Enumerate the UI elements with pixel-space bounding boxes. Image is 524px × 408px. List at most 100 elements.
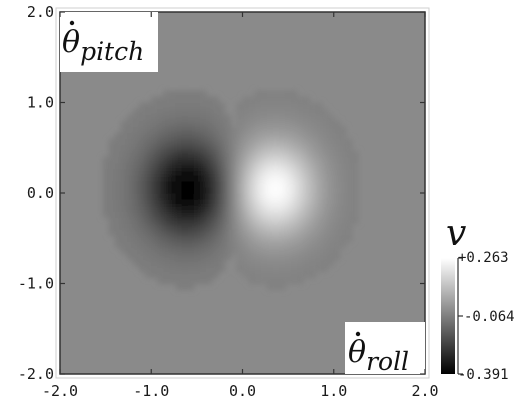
heat-cell <box>297 120 304 128</box>
heat-cell <box>175 138 183 146</box>
heat-cell <box>224 132 231 140</box>
heat-cell <box>206 180 213 188</box>
heat-cell <box>279 193 286 200</box>
heat-cell <box>236 126 244 134</box>
heat-cell <box>266 90 274 98</box>
heat-cell <box>254 126 262 134</box>
heat-cell <box>169 265 177 273</box>
heat-cell <box>279 156 286 164</box>
heat-cell <box>212 199 219 206</box>
heat-cell <box>199 193 207 200</box>
heat-cell <box>242 120 250 128</box>
heat-cell <box>181 217 189 224</box>
heat-cell <box>279 186 286 194</box>
heat-cell <box>242 265 250 273</box>
heat-cell <box>248 223 256 230</box>
heat-cell <box>163 229 171 236</box>
heat-cell <box>321 205 329 212</box>
heat-cell <box>206 168 213 176</box>
heat-cell <box>279 217 286 224</box>
heat-cell <box>260 132 268 140</box>
heat-cell <box>309 186 317 194</box>
heat-cell <box>163 156 171 164</box>
heat-cell <box>139 211 146 218</box>
heat-cell <box>272 253 280 260</box>
heat-cell <box>199 247 207 254</box>
heat-cell <box>291 235 298 242</box>
heat-cell <box>230 168 238 176</box>
heat-cell <box>303 193 311 200</box>
heat-cell <box>291 253 298 260</box>
heat-cell <box>120 138 128 146</box>
heat-cell <box>254 168 262 176</box>
heat-cell <box>224 150 231 158</box>
heat-cell <box>218 193 225 200</box>
heat-cell <box>236 156 244 164</box>
heat-cell <box>145 168 152 176</box>
heat-cell <box>224 174 231 182</box>
heat-cell <box>187 174 195 182</box>
heat-cell <box>266 223 274 230</box>
heat-cell <box>212 223 219 230</box>
heat-cell <box>199 96 207 104</box>
heat-cell <box>236 253 244 260</box>
heat-cell <box>193 168 201 176</box>
heat-cell <box>339 229 347 236</box>
heat-cell <box>254 235 262 242</box>
heat-cell <box>260 211 268 218</box>
heat-cell <box>212 126 219 134</box>
heat-cell <box>254 229 262 236</box>
heat-cell <box>151 168 158 176</box>
heat-cell <box>163 235 171 242</box>
heat-cell <box>315 259 323 266</box>
heat-cell <box>187 211 195 218</box>
heat-cell <box>199 223 207 230</box>
heat-cell <box>230 193 238 200</box>
heat-cell <box>297 108 304 116</box>
heat-cell <box>163 150 171 158</box>
heat-cell <box>169 241 177 248</box>
heat-cell <box>102 174 110 182</box>
heat-cell <box>254 108 262 116</box>
heat-cell <box>333 235 341 242</box>
heat-cell <box>236 102 244 110</box>
heat-cell <box>279 211 286 218</box>
heat-cell <box>133 223 140 230</box>
heat-cell <box>139 229 146 236</box>
heat-cell <box>266 199 274 206</box>
heat-cell <box>126 126 134 134</box>
heat-cell <box>175 259 183 266</box>
heat-cell <box>157 162 165 170</box>
heat-cell <box>297 114 304 122</box>
heat-cell <box>315 253 323 260</box>
heat-cell <box>157 271 165 279</box>
heat-cell <box>339 174 347 182</box>
heat-cell <box>218 253 225 260</box>
heat-cell <box>139 126 146 134</box>
heat-cell <box>139 223 146 230</box>
xlabel-sub: roll <box>366 347 409 376</box>
heat-cell <box>236 241 244 248</box>
heat-cell <box>199 277 207 285</box>
heat-cell <box>236 223 244 230</box>
heat-cell <box>291 150 298 158</box>
heat-cell <box>315 174 323 182</box>
heat-cell <box>266 96 274 104</box>
heat-cell <box>248 180 256 188</box>
heat-cell <box>327 223 335 230</box>
heat-cell <box>254 265 262 273</box>
heat-cell <box>206 253 213 260</box>
heat-cell <box>291 241 298 248</box>
heat-cell <box>315 229 323 236</box>
heat-cell <box>206 271 213 279</box>
heat-cell <box>315 150 323 158</box>
heat-cell <box>266 277 274 285</box>
heat-cell <box>114 223 122 230</box>
heat-cell <box>126 223 134 230</box>
heat-cell <box>327 126 335 134</box>
colorbar-tick-label-min: -0.391 <box>458 367 509 383</box>
heat-cell <box>321 144 329 152</box>
heat-cell <box>242 138 250 146</box>
heat-cell <box>254 223 262 230</box>
heat-cell <box>212 193 219 200</box>
